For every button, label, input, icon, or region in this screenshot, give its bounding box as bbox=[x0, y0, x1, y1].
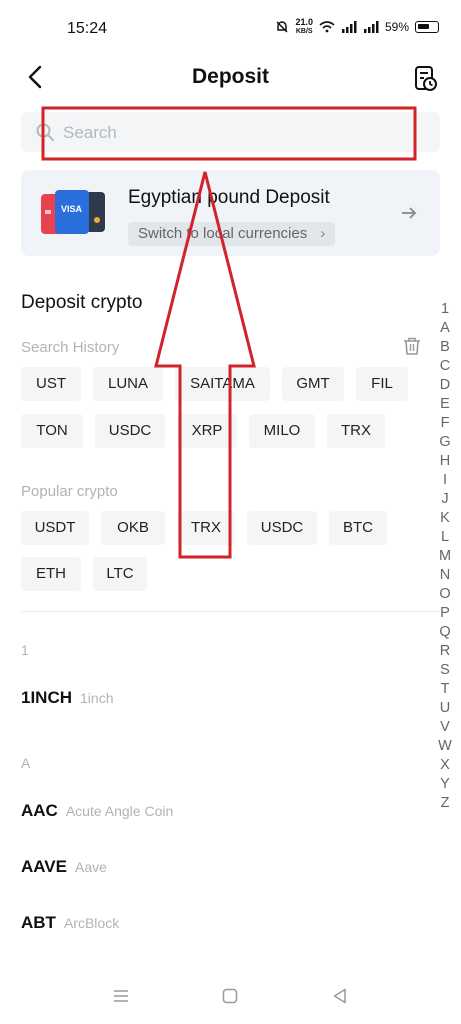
signal-2-icon bbox=[363, 21, 379, 33]
popular-chip[interactable]: USDT bbox=[21, 511, 89, 545]
history-chip[interactable]: MILO bbox=[249, 414, 315, 448]
switch-label: Switch to local currencies bbox=[138, 225, 308, 242]
coin-name: Acute Angle Coin bbox=[65, 803, 174, 819]
coin-symbol: AAVE bbox=[21, 857, 67, 876]
menu-icon[interactable] bbox=[112, 987, 130, 1005]
index-letter[interactable]: O bbox=[439, 586, 451, 602]
page-title: Deposit bbox=[191, 65, 269, 88]
battery-icon bbox=[415, 21, 439, 33]
popular-chip[interactable]: USDC bbox=[247, 511, 317, 545]
history-chip[interactable]: TON bbox=[21, 414, 83, 448]
popular-chip[interactable]: OKB bbox=[101, 511, 165, 545]
group-letter: A bbox=[21, 755, 31, 771]
index-letter[interactable]: J bbox=[441, 491, 449, 507]
chevron-right-icon: › bbox=[320, 225, 326, 242]
search-bar[interactable] bbox=[21, 112, 440, 154]
popular-crypto-label: Popular crypto bbox=[21, 483, 118, 500]
index-letter[interactable]: P bbox=[440, 605, 450, 621]
index-letter[interactable]: U bbox=[439, 700, 451, 716]
history-chip[interactable]: SAITAMA bbox=[175, 367, 270, 401]
home-icon[interactable] bbox=[221, 987, 239, 1005]
index-letter[interactable]: W bbox=[438, 738, 452, 754]
history-chip[interactable]: LUNA bbox=[93, 367, 163, 401]
index-letter[interactable]: D bbox=[439, 377, 451, 393]
index-letter[interactable]: F bbox=[440, 415, 450, 431]
index-letter[interactable]: Q bbox=[439, 624, 451, 640]
switch-local-currencies[interactable]: Switch to local currencies › bbox=[128, 222, 336, 246]
popular-chip[interactable]: BTC bbox=[329, 511, 387, 545]
status-icons: 21.0 KB/S 59% bbox=[275, 18, 439, 36]
coin-row[interactable]: AAVE Aave bbox=[21, 857, 421, 887]
index-letter[interactable]: N bbox=[439, 567, 451, 583]
index-letter[interactable]: R bbox=[439, 643, 451, 659]
card-brand: VISA bbox=[61, 204, 83, 214]
history-chip[interactable]: GMT bbox=[282, 367, 344, 401]
group-letter: 1 bbox=[21, 642, 29, 658]
trash-icon[interactable] bbox=[402, 336, 422, 356]
status-bar: 15:24 21.0 KB/S 59% bbox=[0, 0, 461, 58]
index-letter[interactable]: E bbox=[440, 396, 450, 412]
wifi-icon bbox=[319, 21, 335, 33]
search-icon bbox=[36, 123, 54, 141]
index-letter[interactable]: 1 bbox=[440, 301, 450, 317]
net-speed: 21.0 KB/S bbox=[295, 17, 313, 36]
index-letter[interactable]: V bbox=[440, 719, 450, 735]
index-letter[interactable]: K bbox=[440, 510, 450, 526]
index-letter[interactable]: S bbox=[440, 662, 450, 678]
deposit-crypto-heading: Deposit crypto bbox=[21, 292, 143, 313]
popular-chip[interactable]: ETH bbox=[21, 557, 81, 591]
index-letter[interactable]: B bbox=[440, 339, 450, 355]
index-letter[interactable]: H bbox=[439, 453, 451, 469]
history-chip[interactable]: XRP bbox=[177, 414, 237, 448]
battery-percent: 59% bbox=[384, 20, 409, 34]
index-letter[interactable]: Y bbox=[440, 776, 450, 792]
history-chip[interactable]: USDC bbox=[95, 414, 165, 448]
coin-name: Aave bbox=[74, 859, 107, 875]
index-letter[interactable]: A bbox=[440, 320, 450, 336]
index-letter[interactable]: I bbox=[442, 472, 448, 488]
bank-cards-icon: VISA bbox=[41, 190, 105, 234]
section-divider bbox=[21, 611, 440, 612]
signal-1-icon bbox=[341, 21, 357, 33]
arrow-right-icon bbox=[402, 207, 417, 219]
popular-chip[interactable]: LTC bbox=[93, 557, 147, 591]
search-history-label: Search History bbox=[21, 339, 120, 356]
index-letter[interactable]: X bbox=[440, 757, 450, 773]
fiat-card-title: Egyptian pound Deposit bbox=[128, 187, 330, 208]
index-letter[interactable]: G bbox=[439, 434, 451, 450]
index-letter[interactable]: L bbox=[440, 529, 450, 545]
mute-bell-icon bbox=[276, 21, 288, 33]
coin-name: ArcBlock bbox=[63, 915, 120, 931]
nav-back-icon[interactable] bbox=[331, 987, 349, 1005]
history-chip[interactable]: FIL bbox=[356, 367, 408, 401]
alphabet-index[interactable]: 1 A B C D E F G H I J K L M N O P Q R S … bbox=[433, 300, 457, 813]
status-time: 15:24 bbox=[67, 20, 108, 37]
coin-symbol: ABT bbox=[21, 913, 56, 932]
search-input[interactable] bbox=[61, 112, 425, 154]
coin-symbol: 1INCH bbox=[21, 688, 73, 707]
history-chip[interactable]: TRX bbox=[327, 414, 385, 448]
back-arrow-icon[interactable] bbox=[22, 62, 52, 92]
index-letter[interactable]: T bbox=[440, 681, 450, 697]
history-chip[interactable]: UST bbox=[21, 367, 81, 401]
index-letter[interactable]: M bbox=[438, 548, 452, 564]
index-letter[interactable]: Z bbox=[440, 795, 450, 811]
coin-row[interactable]: 1INCH 1inch bbox=[21, 688, 421, 718]
coin-row[interactable]: ABT ArcBlock bbox=[21, 913, 421, 943]
coin-symbol: AAC bbox=[21, 801, 58, 820]
coin-row[interactable]: AAC Acute Angle Coin bbox=[21, 801, 421, 831]
coin-name: 1inch bbox=[80, 690, 114, 706]
deposit-history-icon[interactable] bbox=[410, 64, 440, 94]
index-letter[interactable]: C bbox=[439, 358, 451, 374]
fiat-deposit-card[interactable]: VISA Egyptian pound Deposit Switch to lo… bbox=[21, 170, 440, 256]
popular-chip[interactable]: TRX bbox=[177, 511, 235, 545]
